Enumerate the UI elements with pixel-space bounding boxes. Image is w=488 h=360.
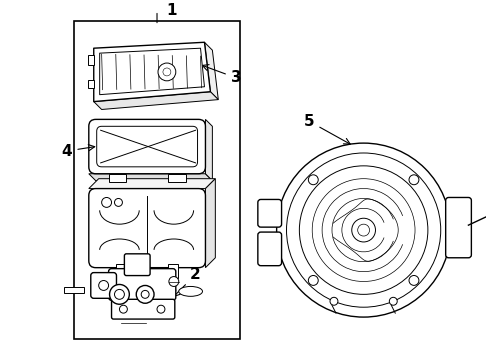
Circle shape <box>357 224 369 236</box>
Text: 5: 5 <box>304 114 349 144</box>
Circle shape <box>136 285 154 303</box>
Circle shape <box>119 305 127 313</box>
Circle shape <box>408 175 418 185</box>
Circle shape <box>299 166 427 294</box>
Polygon shape <box>205 179 215 268</box>
Circle shape <box>102 198 111 207</box>
Circle shape <box>308 175 318 185</box>
Bar <box>116 264 126 278</box>
Polygon shape <box>205 120 212 181</box>
FancyBboxPatch shape <box>124 254 150 275</box>
Circle shape <box>276 143 450 317</box>
Text: 2: 2 <box>173 267 201 296</box>
Polygon shape <box>100 48 204 95</box>
Polygon shape <box>94 42 210 102</box>
FancyBboxPatch shape <box>97 126 197 167</box>
Circle shape <box>329 297 337 305</box>
Bar <box>88 55 94 65</box>
Bar <box>143 278 151 291</box>
Circle shape <box>109 284 129 304</box>
Circle shape <box>114 289 124 299</box>
Circle shape <box>308 275 318 285</box>
Circle shape <box>311 179 414 282</box>
FancyBboxPatch shape <box>108 269 175 300</box>
Polygon shape <box>94 92 218 109</box>
Bar <box>74 21 240 339</box>
Bar <box>167 174 185 182</box>
Circle shape <box>157 305 164 313</box>
Circle shape <box>286 153 440 307</box>
Circle shape <box>99 280 108 291</box>
FancyBboxPatch shape <box>445 198 470 258</box>
Text: 1: 1 <box>166 3 177 18</box>
Circle shape <box>168 276 179 287</box>
Bar <box>167 264 178 278</box>
Circle shape <box>163 68 170 76</box>
Ellipse shape <box>179 287 202 296</box>
Text: 3: 3 <box>202 65 241 85</box>
Circle shape <box>388 297 396 305</box>
Text: 4: 4 <box>61 144 95 158</box>
Circle shape <box>114 198 122 206</box>
Polygon shape <box>89 174 212 181</box>
FancyBboxPatch shape <box>257 199 281 227</box>
FancyBboxPatch shape <box>91 273 116 298</box>
Circle shape <box>158 63 175 81</box>
Circle shape <box>141 291 149 298</box>
FancyBboxPatch shape <box>257 232 281 266</box>
Circle shape <box>408 275 418 285</box>
Bar <box>108 174 126 182</box>
Bar <box>64 287 83 293</box>
FancyBboxPatch shape <box>111 299 174 319</box>
Circle shape <box>142 287 152 296</box>
Bar <box>88 80 94 88</box>
Polygon shape <box>89 179 215 189</box>
Circle shape <box>351 218 375 242</box>
Polygon shape <box>204 42 218 100</box>
FancyBboxPatch shape <box>89 120 205 174</box>
FancyBboxPatch shape <box>89 189 205 268</box>
